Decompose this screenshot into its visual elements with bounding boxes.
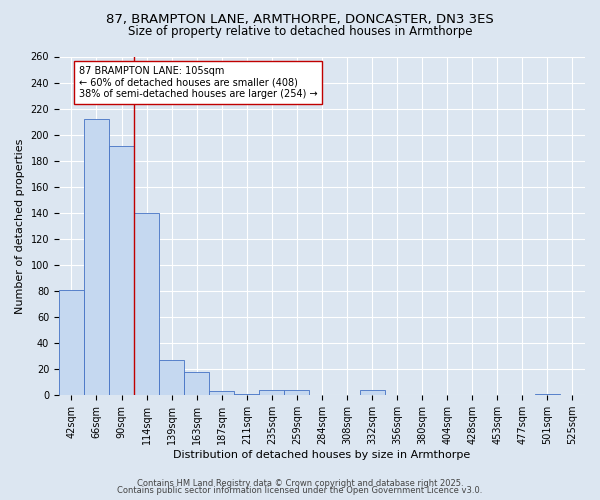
- Text: 87, BRAMPTON LANE, ARMTHORPE, DONCASTER, DN3 3ES: 87, BRAMPTON LANE, ARMTHORPE, DONCASTER,…: [106, 12, 494, 26]
- Bar: [159, 360, 184, 395]
- Bar: [284, 390, 310, 395]
- Text: Contains HM Land Registry data © Crown copyright and database right 2025.: Contains HM Land Registry data © Crown c…: [137, 478, 463, 488]
- Bar: [259, 390, 284, 395]
- Bar: [209, 392, 234, 395]
- Bar: [84, 119, 109, 395]
- Y-axis label: Number of detached properties: Number of detached properties: [15, 138, 25, 314]
- Text: Contains public sector information licensed under the Open Government Licence v3: Contains public sector information licen…: [118, 486, 482, 495]
- Text: 87 BRAMPTON LANE: 105sqm
← 60% of detached houses are smaller (408)
38% of semi-: 87 BRAMPTON LANE: 105sqm ← 60% of detach…: [79, 66, 317, 99]
- Bar: [59, 290, 84, 395]
- Bar: [109, 146, 134, 395]
- Bar: [234, 394, 259, 395]
- X-axis label: Distribution of detached houses by size in Armthorpe: Distribution of detached houses by size …: [173, 450, 470, 460]
- Bar: [134, 213, 159, 395]
- Bar: [184, 372, 209, 395]
- Text: Size of property relative to detached houses in Armthorpe: Size of property relative to detached ho…: [128, 25, 472, 38]
- Bar: [535, 394, 560, 395]
- Bar: [359, 390, 385, 395]
